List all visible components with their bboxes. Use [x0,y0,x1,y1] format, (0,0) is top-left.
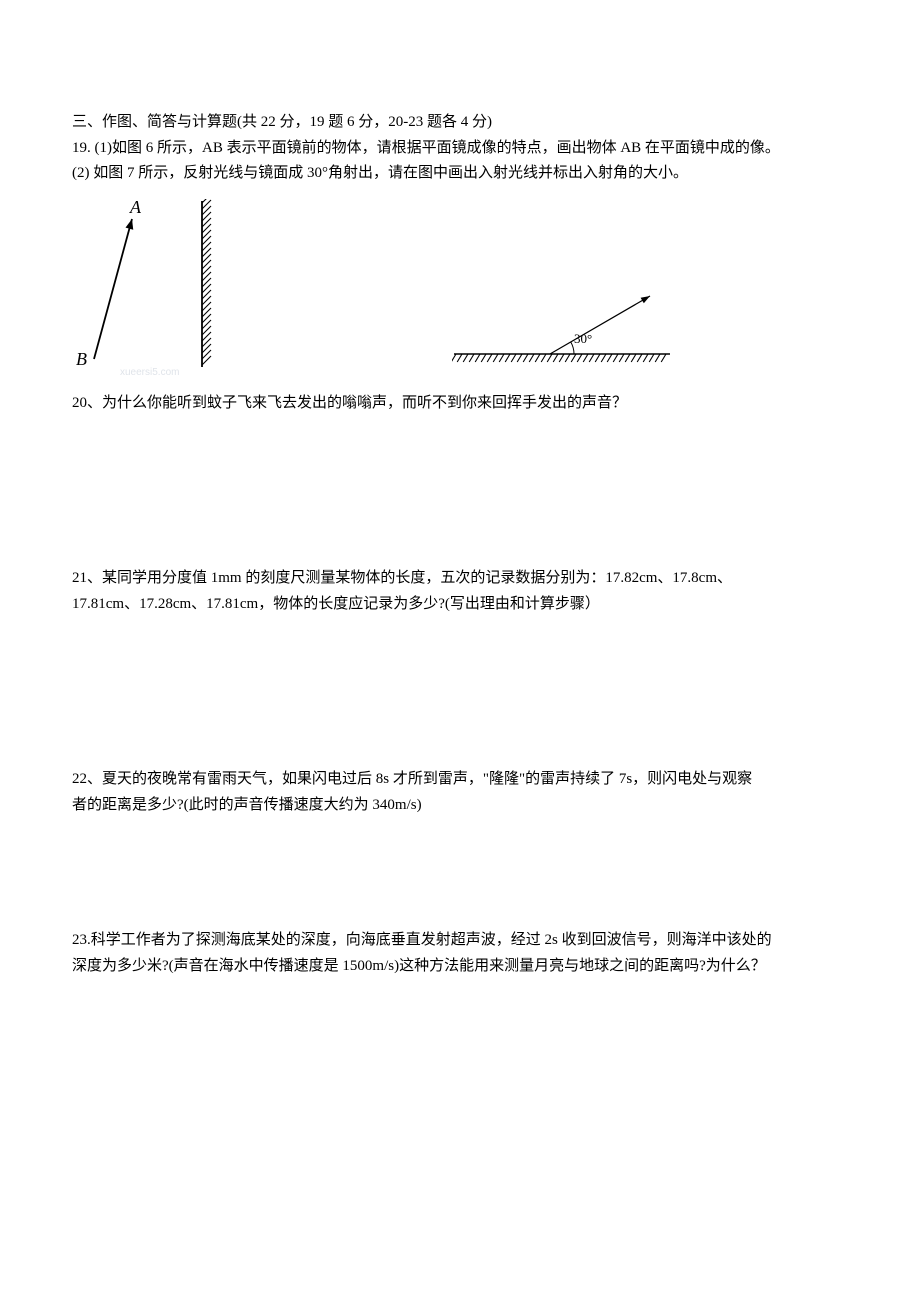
figures-row: A Bxueersi5.com 30° [72,199,848,379]
q23-line1: 23.科学工作者为了探测海底某处的深度，向海底垂直发射超声波，经过 2s 收到回… [72,928,848,954]
figure-7-reflection-angle: 30° [452,294,672,374]
section-title: 三、作图、简答与计算题(共 22 分，19 题 6 分，20-23 题各 4 分… [72,110,848,136]
figure-6-mirror-object: A Bxueersi5.com [72,199,242,379]
q19-line2: (2) 如图 7 所示，反射光线与镜面成 30°角射出，请在图中画出入射光线并标… [72,161,848,187]
answer-space-q20 [72,416,848,566]
svg-text:xueersi5.com: xueersi5.com [120,367,179,378]
svg-text:A: A [129,199,142,217]
q21-line2: 17.81cm、17.28cm、17.81cm，物体的长度应记录为多少?(写出理… [72,592,848,618]
answer-space-q22 [72,818,848,928]
q21-line1: 21、某同学用分度值 1mm 的刻度尺测量某物体的长度，五次的记录数据分别为：1… [72,566,848,592]
answer-space-q21 [72,617,848,767]
svg-text:30°: 30° [574,331,592,346]
q22-line1: 22、夏天的夜晚常有雷雨天气，如果闪电过后 8s 才所到雷声，"隆隆"的雷声持续… [72,767,848,793]
q22-line2: 者的距离是多少?(此时的声音传播速度大约为 340m/s) [72,793,848,819]
q23-line2: 深度为多少米?(声音在海水中传播速度是 1500m/s)这种方法能用来测量月亮与… [72,954,848,980]
svg-text:B: B [76,349,87,369]
q19-line1: 19. (1)如图 6 所示，AB 表示平面镜前的物体，请根据平面镜成像的特点，… [72,136,848,162]
q20-text: 20、为什么你能听到蚊子飞来飞去发出的嗡嗡声，而听不到你来回挥手发出的声音？ [72,391,848,417]
